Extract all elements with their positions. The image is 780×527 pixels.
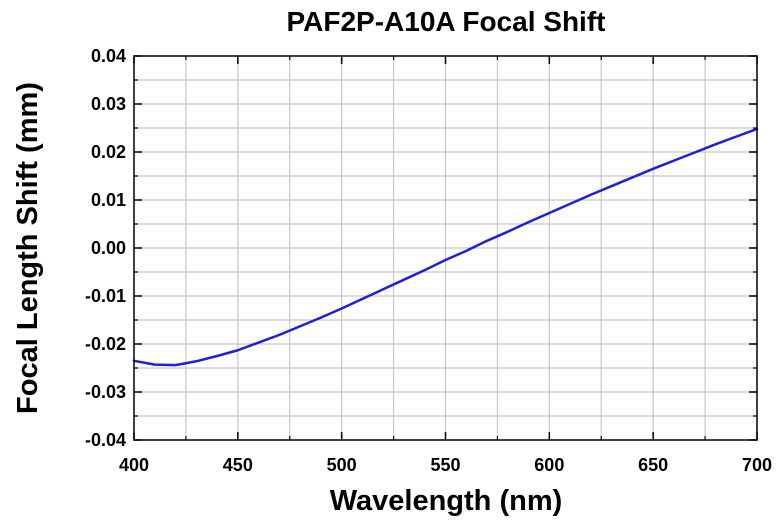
tick-layer: 400 450 500 550 600 650 700 0.04 0.03 0.02 0.01 0.0… — [85, 46, 772, 475]
y-tick-label: -0.04 — [85, 430, 126, 450]
y-tick-label: -0.02 — [85, 334, 126, 354]
x-tick-label: 400 — [119, 455, 149, 475]
y-tick-label: 0.02 — [91, 142, 126, 162]
series-layer — [132, 127, 759, 367]
x-tick-label: 550 — [430, 455, 460, 475]
x-tick-label: 650 — [638, 455, 668, 475]
x-tick-label: 500 — [327, 455, 357, 475]
x-tick-label: 450 — [223, 455, 253, 475]
y-tick-label: -0.03 — [85, 382, 126, 402]
x-tick-label: 600 — [534, 455, 564, 475]
y-tick-label: 0.00 — [91, 238, 126, 258]
series-line-0 — [132, 127, 759, 367]
grid-layer — [134, 56, 757, 440]
x-axis-label: Wavelength (nm) — [330, 485, 563, 517]
y-tick-label: 0.01 — [91, 190, 126, 210]
y-tick-label: 0.03 — [91, 94, 126, 114]
chart-title: PAF2P-A10A Focal Shift — [287, 6, 606, 37]
y-tick-label: -0.01 — [85, 286, 126, 306]
y-tick-label: 0.04 — [91, 46, 126, 66]
x-tick-label: 700 — [742, 455, 772, 475]
y-axis-label: Focal Length Shift (mm) — [12, 82, 44, 414]
